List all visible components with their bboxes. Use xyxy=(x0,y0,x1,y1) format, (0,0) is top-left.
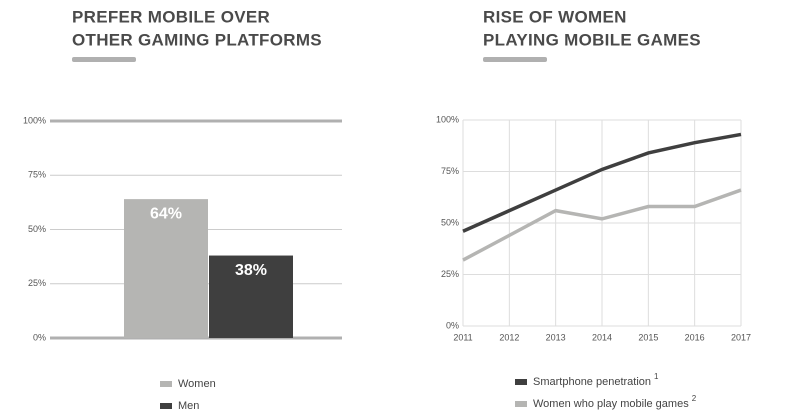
line xyxy=(462,188,742,262)
legend-swatch xyxy=(160,381,172,387)
legend-superscript: 1 xyxy=(654,372,659,381)
legend-name: Women xyxy=(178,378,216,390)
legend-swatch xyxy=(515,379,527,385)
y-tick-label: 100% xyxy=(23,115,46,125)
x-tick-label: 2016 xyxy=(685,332,705,342)
y-tick-label: 25% xyxy=(28,278,46,288)
y-tick-label: 0% xyxy=(33,332,46,342)
value-label: 64% xyxy=(150,205,182,222)
y-tick-label: 75% xyxy=(28,170,46,180)
chart-title: RISE OF WOMEN xyxy=(483,7,627,26)
legend-label: Men xyxy=(178,400,199,412)
y-tick-label: 50% xyxy=(28,224,46,234)
chart-title: OTHER GAMING PLATFORMS xyxy=(72,30,322,49)
line xyxy=(462,132,742,233)
x-tick-label: 2014 xyxy=(592,332,612,342)
title-underline xyxy=(72,57,136,62)
legend-label: Smartphone penetration 1 xyxy=(533,372,659,388)
x-tick-label: 2015 xyxy=(638,332,658,342)
x-tick-label: 2017 xyxy=(731,332,751,342)
x-tick-label: 2013 xyxy=(546,332,566,342)
legend-label: Women who play mobile games 2 xyxy=(533,394,697,410)
x-tick-label: 2012 xyxy=(499,332,519,342)
legend-superscript: 2 xyxy=(692,394,697,403)
y-tick-label: 25% xyxy=(441,269,459,279)
y-tick-label: 75% xyxy=(441,166,459,176)
y-tick-label: 0% xyxy=(446,320,459,330)
title-underline xyxy=(483,57,547,62)
legend-name: Smartphone penetration xyxy=(533,376,651,388)
chart-title: PREFER MOBILE OVER xyxy=(72,7,270,26)
chart-title: PLAYING MOBILE GAMES xyxy=(483,30,701,49)
legend-swatch xyxy=(515,401,527,407)
legend-name: Men xyxy=(178,400,199,412)
y-tick-label: 100% xyxy=(436,114,459,124)
y-tick-label: 50% xyxy=(441,217,459,227)
x-tick-label: 2011 xyxy=(453,332,472,342)
value-label: 38% xyxy=(235,262,267,279)
legend-swatch xyxy=(160,403,172,409)
legend-label: Women xyxy=(178,378,216,390)
bar xyxy=(209,255,293,338)
legend-name: Women who play mobile games xyxy=(533,398,689,410)
bar xyxy=(124,199,208,338)
